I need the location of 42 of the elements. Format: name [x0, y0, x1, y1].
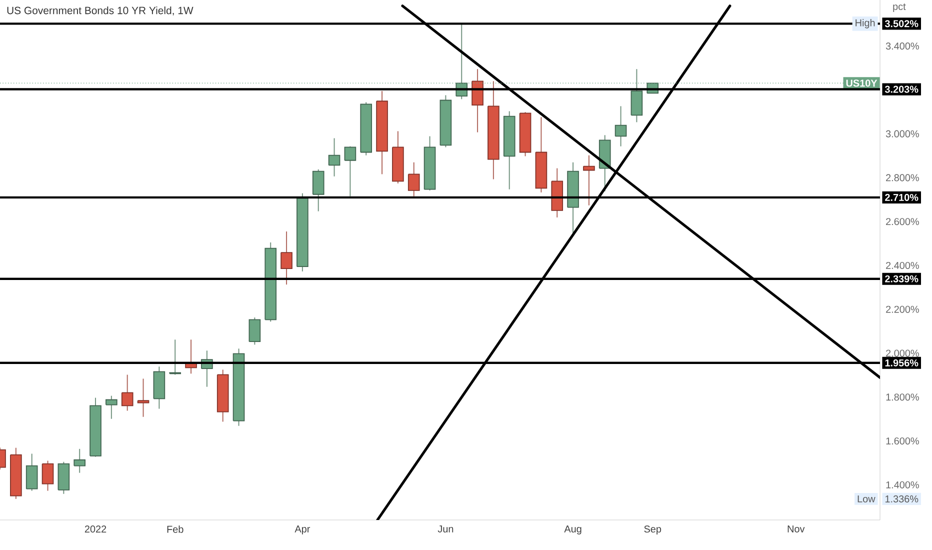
ref-line-label: 1.956% [885, 359, 918, 366]
y-tick-label: 3.000% [886, 130, 919, 138]
y-tick-label: 1.800% [886, 394, 919, 401]
candlestick [137, 378, 150, 418]
y-axis-title: pct [893, 4, 906, 12]
annotation: 1.336% [885, 495, 918, 502]
candlestick [42, 460, 54, 492]
text: US Government Bonds 10 YR Yield, 1W [7, 6, 194, 16]
candlestick [248, 316, 261, 346]
candlestick [583, 154, 595, 206]
candlestick [312, 168, 324, 212]
candlestick [280, 230, 292, 286]
ref-line-label: 3.203% [884, 86, 918, 93]
annotation: Low [858, 495, 876, 502]
y-tick-label: 2.200% [886, 306, 919, 313]
candlestick [26, 453, 38, 492]
y-tick-label: 2.400% [886, 262, 919, 269]
y-tick-label: 1.400% [886, 481, 919, 488]
x-tick-label: Sep [644, 526, 662, 535]
x-tick-label: Jun [438, 526, 454, 532]
candlestick [328, 138, 340, 177]
ref-line-label: US10Y [846, 80, 878, 87]
x-tick-label: 2022 [84, 526, 106, 533]
y-tick-label: 2.800% [886, 174, 919, 182]
candlestick [408, 162, 420, 197]
y-tick-label: 3.400% [886, 42, 919, 50]
y-tick-label: 1.600% [886, 437, 919, 445]
x-tick-label: Aug [564, 526, 582, 534]
y-tick-label: 2.600% [886, 218, 919, 226]
ref-line-label: 3.502% [884, 20, 918, 28]
x-tick-label: Feb [167, 526, 184, 533]
x-tick-label: Apr [294, 526, 310, 534]
candlestick [344, 146, 356, 197]
candlestick [121, 374, 134, 412]
y-tick-label: 2.000% [886, 350, 919, 357]
annotation: High [856, 19, 875, 28]
ref-line-label: 2.339% [885, 275, 918, 282]
candlestick [74, 448, 86, 474]
x-tick-label: Nov [788, 526, 805, 532]
ref-line-label: 2.710% [885, 194, 918, 201]
candlestick [614, 106, 627, 147]
candlestick [106, 395, 118, 420]
